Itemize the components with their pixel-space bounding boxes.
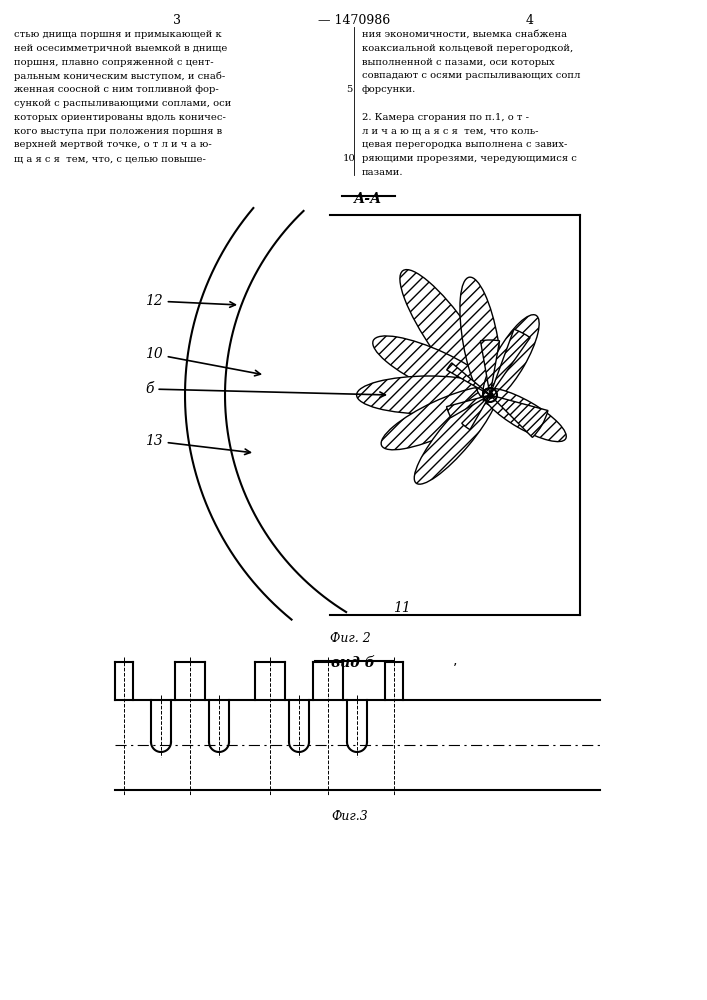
Text: ’: ’ bbox=[452, 662, 457, 676]
Text: А-А: А-А bbox=[354, 192, 382, 206]
Ellipse shape bbox=[460, 277, 501, 405]
Text: которых ориентированы вдоль коничес-: которых ориентированы вдоль коничес- bbox=[14, 113, 226, 122]
Text: верхней мертвой точке, о т л и ч а ю-: верхней мертвой точке, о т л и ч а ю- bbox=[14, 140, 212, 149]
Text: пазами.: пазами. bbox=[362, 168, 404, 177]
Ellipse shape bbox=[400, 270, 501, 407]
Ellipse shape bbox=[483, 315, 539, 403]
Wedge shape bbox=[481, 340, 500, 392]
Ellipse shape bbox=[373, 336, 501, 404]
Text: 2. Камера сгорания по п.1, о т -: 2. Камера сгорания по п.1, о т - bbox=[362, 113, 529, 122]
Text: ней осесимметричной выемкой в днище: ней осесимметричной выемкой в днище bbox=[14, 44, 228, 53]
Wedge shape bbox=[447, 396, 487, 418]
Text: ральным коническим выступом, и снаб-: ральным коническим выступом, и снаб- bbox=[14, 71, 226, 81]
Text: 4: 4 bbox=[526, 14, 534, 27]
Text: вид б: вид б bbox=[331, 656, 375, 670]
Text: стью днища поршня и примыкающей к: стью днища поршня и примыкающей к bbox=[14, 30, 222, 39]
Text: Фиг.3: Фиг.3 bbox=[332, 810, 368, 823]
Text: щ а я с я  тем, что, с целью повыше-: щ а я с я тем, что, с целью повыше- bbox=[14, 154, 206, 163]
Ellipse shape bbox=[483, 388, 566, 442]
Ellipse shape bbox=[381, 386, 500, 450]
Text: б: б bbox=[145, 382, 385, 398]
Text: коаксиальной кольцевой перегородкой,: коаксиальной кольцевой перегородкой, bbox=[362, 44, 573, 53]
Wedge shape bbox=[462, 397, 489, 430]
Text: совпадают с осями распыливающих сопл: совпадают с осями распыливающих сопл bbox=[362, 71, 580, 80]
Text: выполненной с пазами, оси которых: выполненной с пазами, оси которых bbox=[362, 58, 554, 67]
Text: 10: 10 bbox=[145, 347, 260, 376]
Text: ния экономичности, выемка снабжена: ния экономичности, выемка снабжена bbox=[362, 30, 567, 39]
Text: 12: 12 bbox=[145, 294, 235, 308]
Ellipse shape bbox=[414, 386, 498, 484]
Text: — 1470986: — 1470986 bbox=[318, 14, 390, 27]
Text: 11: 11 bbox=[393, 601, 411, 615]
Text: ряющими прорезями, чередующимися с: ряющими прорезями, чередующимися с bbox=[362, 154, 577, 163]
Text: Фиг. 2: Фиг. 2 bbox=[329, 632, 370, 645]
Text: кого выступа при положения поршня в: кого выступа при положения поршня в bbox=[14, 127, 222, 136]
Wedge shape bbox=[447, 363, 488, 393]
Text: 5: 5 bbox=[346, 85, 352, 94]
Text: поршня, плавно сопряженной с цент-: поршня, плавно сопряженной с цент- bbox=[14, 58, 214, 67]
Text: л и ч а ю щ а я с я  тем, что коль-: л и ч а ю щ а я с я тем, что коль- bbox=[362, 127, 539, 136]
Text: 13: 13 bbox=[145, 434, 250, 455]
Text: женная соосной с ним топливной фор-: женная соосной с ним топливной фор- bbox=[14, 85, 218, 94]
Text: 10: 10 bbox=[343, 154, 356, 163]
Ellipse shape bbox=[356, 376, 501, 414]
Text: сункой с распыливающими соплами, оси: сункой с распыливающими соплами, оси bbox=[14, 99, 231, 108]
Wedge shape bbox=[491, 329, 530, 393]
Text: 3: 3 bbox=[173, 14, 181, 27]
Wedge shape bbox=[492, 396, 548, 437]
Text: цевая перегородка выполнена с завих-: цевая перегородка выполнена с завих- bbox=[362, 140, 568, 149]
Text: форсунки.: форсунки. bbox=[362, 85, 416, 94]
